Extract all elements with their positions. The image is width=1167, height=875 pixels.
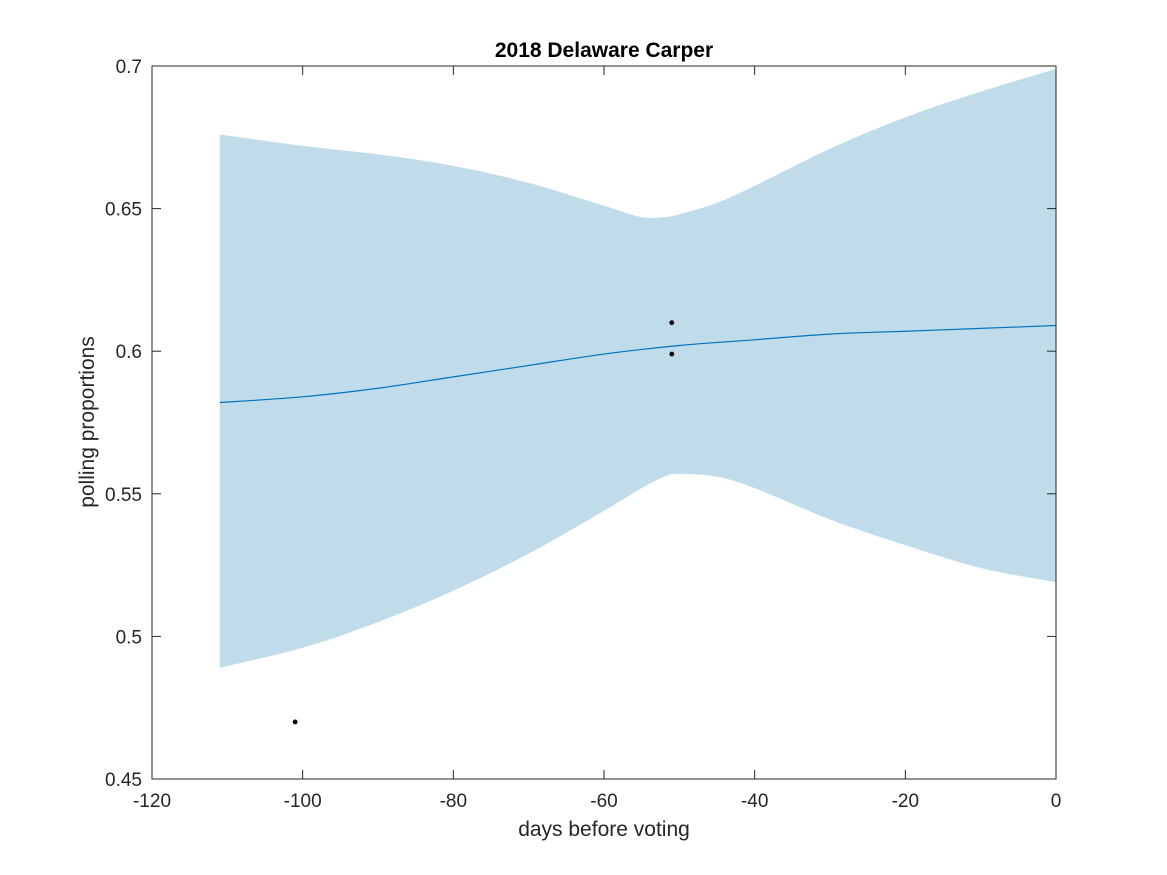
y-tick-label: 0.7 <box>116 57 142 78</box>
axis-ticks-layer: -120 -100 -80 -60 -40 -20 0 0.45 0.5 0.55 0.6 0.65 0… <box>105 57 1061 812</box>
y-tick-label: 0.55 <box>105 485 142 506</box>
series-line-layer <box>219 324 1057 404</box>
chart-title: 2018 Delaware Carper <box>495 39 713 62</box>
x-tick-label: -100 <box>284 791 322 812</box>
x-tick-label: 0 <box>1051 791 1062 812</box>
x-tick-label: -20 <box>892 791 919 812</box>
x-tick-label: -80 <box>440 791 467 812</box>
y-tick-label: 0.65 <box>105 200 142 221</box>
y-tick-label: 0.45 <box>105 770 142 791</box>
x-tick-label: -60 <box>590 791 617 812</box>
poll-points-layer <box>292 320 675 725</box>
series-line-0 <box>219 324 1057 404</box>
poll-point-1 <box>669 320 675 326</box>
x-axis-label: days before voting <box>518 818 690 841</box>
poll-point-2 <box>669 351 675 357</box>
poll-point-0 <box>292 719 298 725</box>
y-tick-label: 0.5 <box>116 627 142 648</box>
y-tick-label: 0.6 <box>116 342 142 363</box>
y-axis-label: polling proportions <box>76 336 99 508</box>
x-tick-label: -40 <box>741 791 768 812</box>
confidence-band-layer <box>219 68 1057 668</box>
confidence-band <box>219 68 1057 668</box>
x-tick-label: -120 <box>133 791 171 812</box>
